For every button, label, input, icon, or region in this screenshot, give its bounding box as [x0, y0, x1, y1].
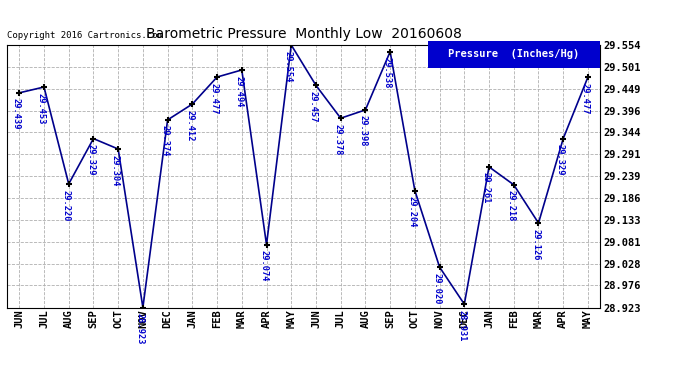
Text: 29.329: 29.329: [86, 144, 95, 176]
Text: 29.126: 29.126: [531, 229, 540, 260]
Text: 29.261: 29.261: [482, 172, 491, 204]
Text: 29.074: 29.074: [259, 250, 268, 282]
Text: 29.204: 29.204: [408, 196, 417, 228]
Text: 29.457: 29.457: [308, 91, 317, 122]
Text: 29.412: 29.412: [185, 110, 194, 141]
Text: 28.931: 28.931: [457, 310, 466, 341]
Text: Pressure  (Inches/Hg): Pressure (Inches/Hg): [448, 50, 580, 59]
Text: 29.477: 29.477: [581, 82, 590, 114]
Text: 29.378: 29.378: [333, 124, 342, 155]
Text: 29.020: 29.020: [433, 273, 442, 304]
Text: 29.304: 29.304: [111, 154, 120, 186]
Text: 29.494: 29.494: [235, 75, 244, 107]
Text: 29.218: 29.218: [506, 190, 515, 222]
Text: Copyright 2016 Cartronics.com: Copyright 2016 Cartronics.com: [7, 31, 163, 40]
Text: 29.554: 29.554: [284, 51, 293, 82]
Title: Barometric Pressure  Monthly Low  20160608: Barometric Pressure Monthly Low 20160608: [146, 27, 462, 41]
Text: 29.329: 29.329: [556, 144, 565, 176]
Text: 29.538: 29.538: [383, 57, 392, 89]
Text: 29.220: 29.220: [61, 189, 70, 221]
Text: 29.477: 29.477: [210, 82, 219, 114]
Text: 29.374: 29.374: [160, 125, 169, 157]
Text: 29.398: 29.398: [358, 116, 367, 147]
Text: 28.923: 28.923: [136, 313, 145, 345]
Text: 29.439: 29.439: [12, 98, 21, 130]
Text: 29.453: 29.453: [37, 93, 46, 124]
